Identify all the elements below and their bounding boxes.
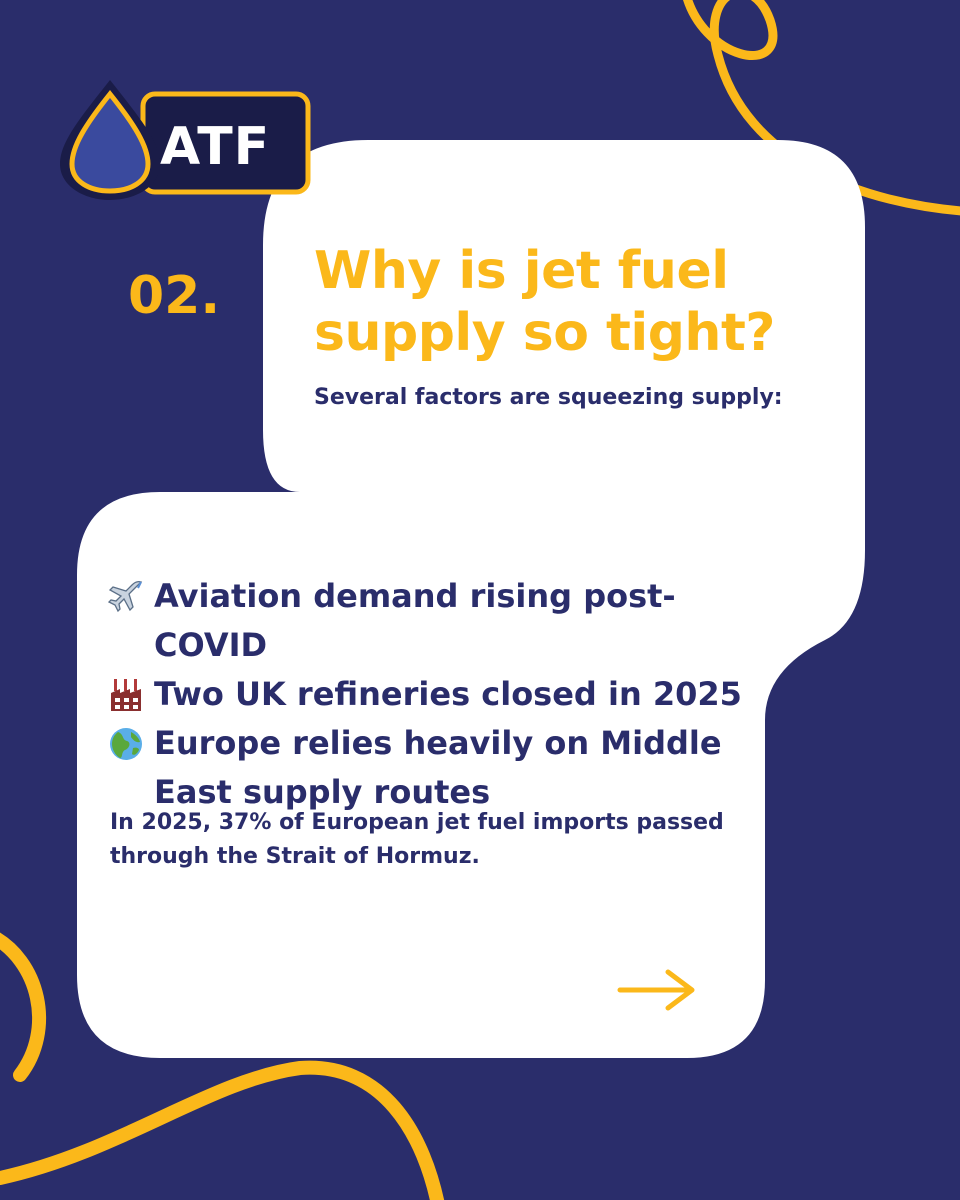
factor-list: Aviation demand rising post-COVID Two UK… <box>108 572 768 817</box>
step-number: 02. <box>128 266 221 326</box>
brand-logo: ATF <box>52 76 314 204</box>
fuel-drop-icon <box>60 80 311 200</box>
list-item: Europe relies heavily on Middle East sup… <box>108 719 768 817</box>
footnote: In 2025, 37% of European jet fuel import… <box>110 810 724 869</box>
airplane-icon <box>108 580 143 613</box>
logo-text: ATF <box>160 117 271 177</box>
title-line-2: supply so tight? <box>314 303 775 363</box>
factory-icon <box>111 679 141 711</box>
title-line-1: Why is jet fuel <box>314 241 729 301</box>
swirl-bottom-left <box>0 932 47 1082</box>
page-title: Why is jet fuel supply so tight? <box>314 240 854 364</box>
list-item: Aviation demand rising post-COVID <box>108 572 768 670</box>
factor-text: Aviation demand rising post-COVID <box>154 577 676 664</box>
list-item: Two UK refineries closed in 2025 <box>108 670 768 719</box>
arrow-right-icon[interactable] <box>612 962 702 1018</box>
subheading: Several factors are squeezing supply: <box>314 385 783 410</box>
globe-icon <box>110 728 142 760</box>
white-card <box>77 140 865 1058</box>
factor-text: Europe relies heavily on Middle East sup… <box>154 724 722 811</box>
swirl-bottom <box>0 1060 445 1200</box>
factor-text: Two UK refineries closed in 2025 <box>154 675 742 713</box>
